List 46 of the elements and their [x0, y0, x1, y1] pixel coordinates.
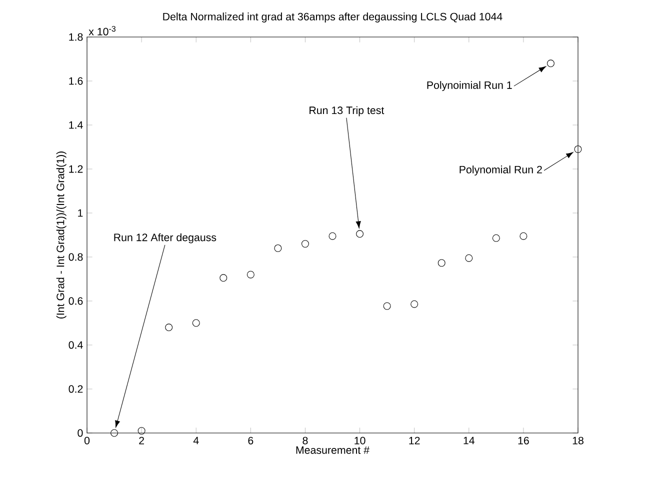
y-tick-label: 0.4 [68, 341, 83, 349]
x-tick-label: 4 [193, 436, 199, 444]
x-tick-label: 14 [464, 436, 475, 444]
y-tick-label: 0.8 [68, 253, 83, 261]
x-tick-label: 16 [518, 436, 529, 444]
point [138, 427, 146, 435]
x-tick-label: 6 [248, 436, 254, 444]
point [438, 259, 446, 267]
y-tick-label: 1 [78, 209, 83, 217]
x-tick-label: 12 [409, 436, 420, 444]
y-tick-label: 1.4 [69, 121, 83, 129]
y-tick-label: 1.8 [69, 33, 83, 41]
y-tick-label: 0.6 [68, 297, 83, 305]
annotation: Polynomial Run 2 [460, 166, 542, 176]
point [520, 232, 528, 240]
y-tick-label: 1.2 [69, 165, 83, 173]
y-axis-title: (Int Grad - Int Grad(1))/(Int Grad(1)) [56, 152, 66, 318]
point [220, 274, 228, 282]
point [110, 429, 118, 437]
y-tick-label: 0 [78, 429, 83, 437]
point [465, 254, 473, 262]
annotation: Run 13 Trip test [310, 106, 384, 116]
point [546, 60, 554, 68]
point [410, 300, 418, 308]
x-tick-label: 18 [572, 436, 584, 444]
point [301, 240, 309, 248]
x-tick-label: 2 [139, 436, 144, 444]
text: x 10$^{-3}$ [88, 26, 116, 36]
point [383, 302, 391, 310]
x-tick-label: 8 [302, 436, 308, 444]
x-axis-title: Measurement # [296, 446, 370, 454]
point [574, 145, 582, 153]
y-tick-label: 1.6 [69, 77, 83, 85]
chart-title: Delta Normalized int grad at 36amps after degaussing LCLS Quad 1044 [163, 12, 502, 23]
point [192, 319, 200, 327]
point [492, 234, 500, 242]
y-tick-label: 0.2 [68, 385, 83, 393]
annotation: Polynoimial Run 1 [427, 81, 512, 92]
point [274, 244, 282, 252]
point [328, 232, 336, 240]
point [246, 270, 254, 278]
annotation: Run 12 After degauss [114, 233, 216, 244]
x-tick-label: 10 [354, 436, 366, 444]
x-tick-label: 0 [84, 436, 90, 444]
point [356, 230, 364, 238]
point [165, 324, 173, 332]
